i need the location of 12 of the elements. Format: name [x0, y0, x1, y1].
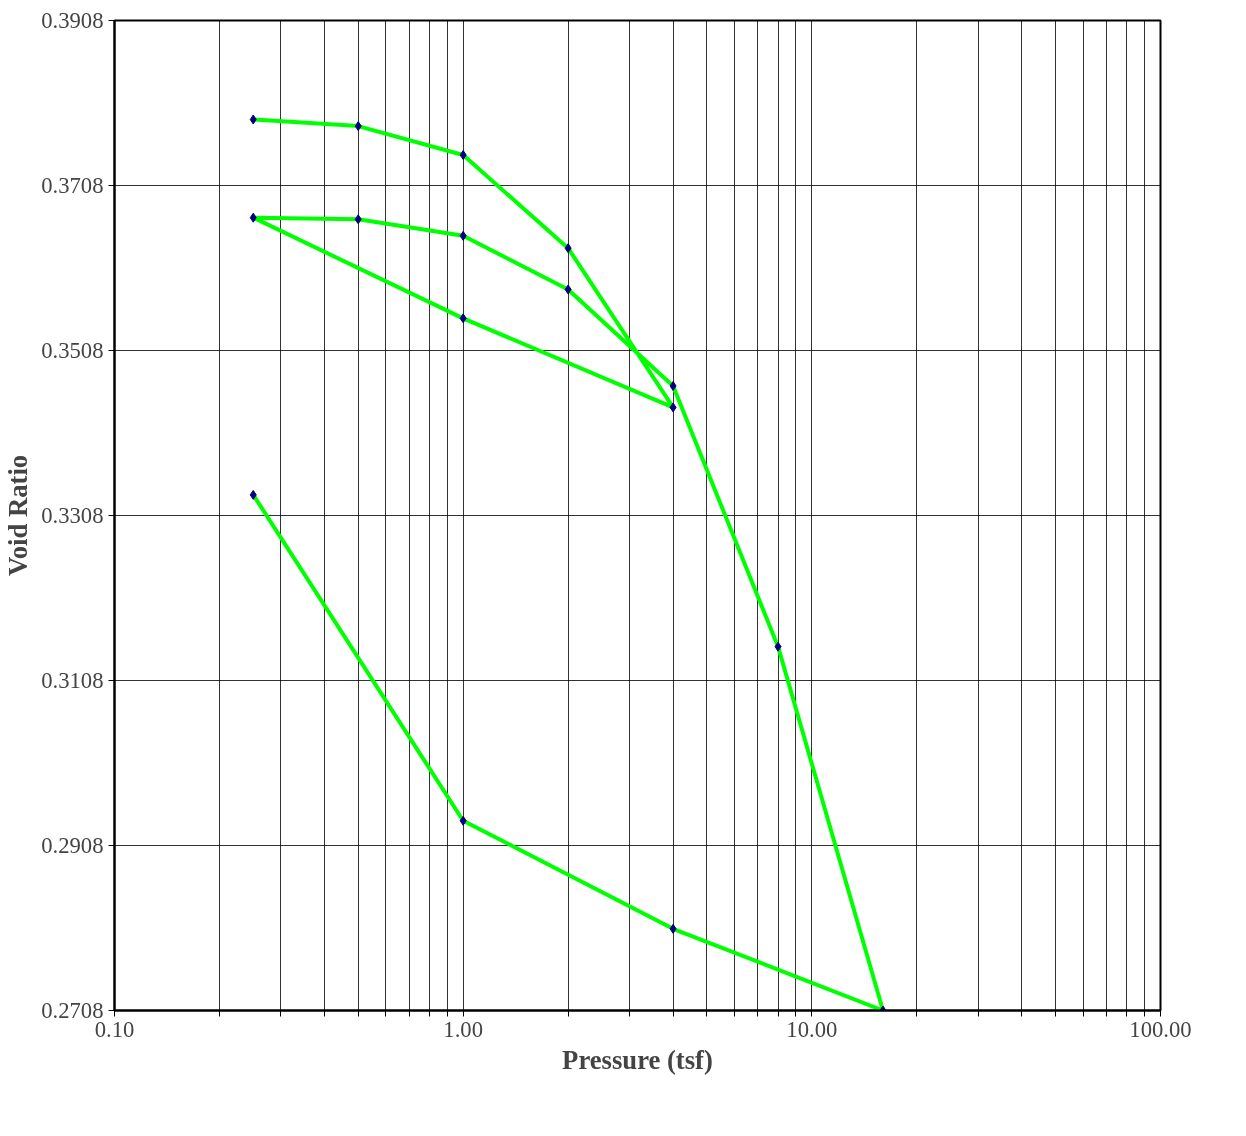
- y-tick-label: 0.3908: [41, 8, 104, 33]
- x-tick-label: 10.00: [786, 1016, 838, 1042]
- x-tick-label: 1.00: [443, 1016, 483, 1042]
- y-tick-label: 0.2708: [41, 998, 104, 1023]
- y-axis-title: Void Ratio: [3, 454, 34, 577]
- y-tick-label: 0.3308: [41, 503, 104, 528]
- y-tick-label: 0.3108: [41, 668, 104, 693]
- x-tick-label: 100.00: [1129, 1016, 1192, 1042]
- x-axis-title: Pressure (tsf): [562, 1044, 713, 1075]
- y-tick-label: 0.3508: [41, 338, 104, 363]
- y-tick-label: 0.2908: [41, 833, 104, 858]
- y-tick-label: 0.3708: [41, 173, 104, 198]
